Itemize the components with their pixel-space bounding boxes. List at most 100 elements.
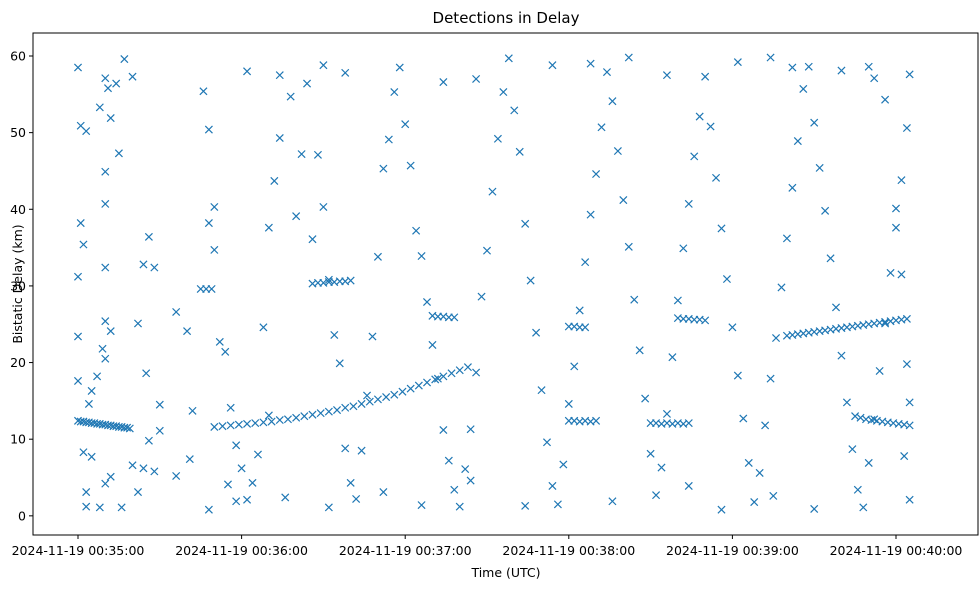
data-point-marker xyxy=(73,376,83,385)
data-point-marker xyxy=(542,438,552,447)
data-point-marker xyxy=(384,135,393,144)
data-point-marker xyxy=(286,92,295,101)
data-point-marker xyxy=(853,485,862,494)
data-point-marker xyxy=(379,488,388,497)
data-point-marker xyxy=(87,386,96,395)
data-point-marker xyxy=(82,488,91,497)
data-point-marker xyxy=(444,456,453,465)
data-point-marker xyxy=(553,500,562,509)
data-point-marker xyxy=(73,332,83,341)
x-axis-label: Time (UTC) xyxy=(470,565,540,580)
data-point-marker xyxy=(455,502,464,511)
data-point-marker xyxy=(133,319,143,328)
x-tick-label: 2024-11-19 00:38:00 xyxy=(502,543,635,558)
data-point-marker xyxy=(717,224,726,233)
data-point-marker xyxy=(428,340,437,349)
data-point-marker xyxy=(303,79,312,88)
data-point-marker xyxy=(733,371,742,380)
data-point-marker xyxy=(183,327,192,336)
data-point-marker xyxy=(133,488,143,497)
data-point-marker xyxy=(905,70,914,79)
data-point-marker xyxy=(308,235,317,244)
data-point-marker xyxy=(346,478,355,487)
data-point-marker xyxy=(439,372,448,381)
data-point-marker xyxy=(84,399,93,408)
data-point-marker xyxy=(881,95,890,104)
data-point-marker xyxy=(706,122,715,131)
x-tick-label: 2024-11-19 00:39:00 xyxy=(666,543,799,558)
data-point-marker xyxy=(755,468,764,477)
data-point-marker xyxy=(662,409,671,418)
data-point-marker xyxy=(897,270,906,279)
data-point-marker xyxy=(766,53,775,62)
data-point-marker xyxy=(368,332,377,341)
data-point-marker xyxy=(139,260,148,269)
data-point-marker xyxy=(870,415,879,424)
data-point-marker xyxy=(76,219,85,228)
data-point-marker xyxy=(128,461,137,470)
data-point-marker xyxy=(821,206,830,215)
data-point-marker xyxy=(526,276,535,285)
data-point-marker xyxy=(466,476,475,485)
data-point-marker xyxy=(341,444,350,453)
data-point-marker xyxy=(259,323,268,332)
data-point-marker xyxy=(581,258,590,267)
data-point-marker xyxy=(461,465,470,474)
data-point-marker xyxy=(717,505,726,514)
data-point-marker xyxy=(613,147,622,156)
data-point-marker xyxy=(793,137,802,146)
data-point-marker xyxy=(559,460,568,469)
data-point-marker xyxy=(401,120,410,129)
data-point-marker xyxy=(510,106,519,115)
y-tick-label: 10 xyxy=(10,432,26,447)
y-tick-label: 20 xyxy=(10,355,26,370)
data-point-marker xyxy=(905,495,914,504)
data-point-marker xyxy=(379,164,388,173)
data-point-marker xyxy=(815,163,824,172)
data-point-marker xyxy=(398,387,407,396)
data-point-marker xyxy=(324,275,333,284)
data-point-marker xyxy=(532,328,541,337)
data-point-marker xyxy=(504,54,513,63)
data-point-marker xyxy=(635,346,644,355)
data-point-marker xyxy=(619,196,628,205)
data-point-marker xyxy=(537,386,546,395)
data-point-marker xyxy=(234,420,243,429)
data-point-marker xyxy=(782,234,791,243)
data-point-marker xyxy=(155,426,164,435)
data-point-marker xyxy=(82,127,91,136)
data-point-marker xyxy=(455,366,464,375)
data-point-marker xyxy=(155,400,164,409)
data-point-marker xyxy=(422,297,432,307)
data-point-marker xyxy=(267,417,276,426)
data-point-marker xyxy=(799,84,808,93)
data-point-marker xyxy=(837,66,846,75)
data-point-marker xyxy=(837,351,846,360)
data-point-marker xyxy=(232,441,241,450)
data-point-marker xyxy=(79,240,88,249)
data-point-marker xyxy=(905,398,914,407)
data-point-marker xyxy=(450,313,459,322)
x-tick-label: 2024-11-19 00:37:00 xyxy=(339,543,472,558)
data-point-marker xyxy=(346,276,355,285)
data-point-marker xyxy=(831,303,841,312)
data-point-marker xyxy=(300,412,309,421)
data-point-marker xyxy=(870,74,879,83)
data-point-marker xyxy=(243,67,252,76)
data-point-marker xyxy=(87,452,96,461)
data-point-marker xyxy=(210,422,219,431)
data-point-marker xyxy=(363,391,372,400)
data-point-marker xyxy=(624,242,633,251)
data-point-marker xyxy=(548,61,557,70)
data-point-marker xyxy=(406,161,415,170)
data-point-marker xyxy=(283,415,292,424)
data-point-marker xyxy=(101,167,110,176)
data-point-marker xyxy=(433,374,442,383)
data-point-marker xyxy=(172,307,181,316)
data-point-marker xyxy=(73,272,83,281)
data-point-marker xyxy=(112,79,121,88)
data-point-marker xyxy=(856,413,865,422)
data-point-marker xyxy=(232,497,241,506)
data-point-marker xyxy=(881,319,890,328)
